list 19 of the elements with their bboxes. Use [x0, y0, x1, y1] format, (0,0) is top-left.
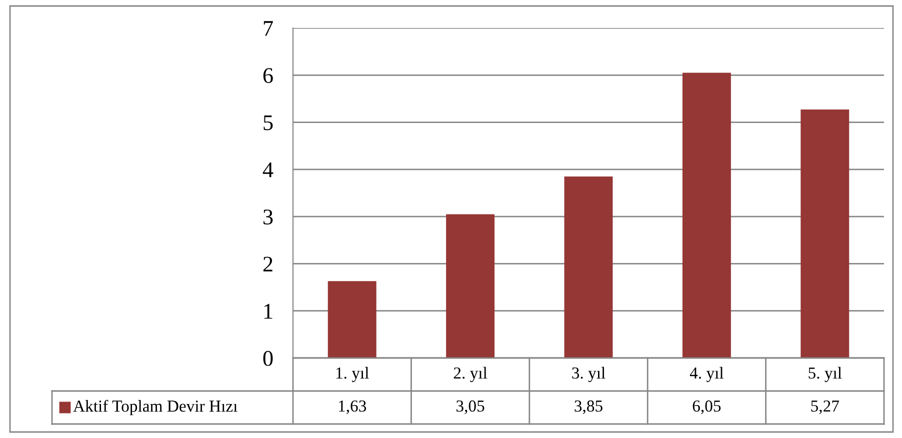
data-label: 3,05	[456, 400, 484, 414]
x-tick-label: 5. yıl	[808, 366, 842, 382]
y-tick-label: 6	[263, 68, 273, 84]
y-tick-label: 4	[262, 162, 274, 178]
y-tick-label: 3	[264, 210, 273, 224]
y-tick-label: 1	[264, 304, 272, 319]
data-label: 6,05	[692, 400, 721, 414]
y-tick-label: 2	[263, 256, 272, 272]
x-tick-label: 2. yıl	[454, 366, 488, 382]
x-tick-label: 4. yıl	[690, 366, 724, 382]
y-tick-label: 0	[263, 350, 273, 366]
data-label: 3,85	[574, 400, 602, 414]
data-label: 5,27	[811, 400, 840, 414]
data-label: 1,63	[338, 400, 366, 414]
y-tick-label: 7	[264, 21, 273, 36]
x-tick-label: 1. yıl	[336, 366, 369, 382]
y-tick-label: 5	[264, 115, 273, 130]
x-tick-label: 3. yıl	[572, 366, 606, 382]
legend-label: Aktif Toplam Devir Hızı	[73, 400, 238, 416]
